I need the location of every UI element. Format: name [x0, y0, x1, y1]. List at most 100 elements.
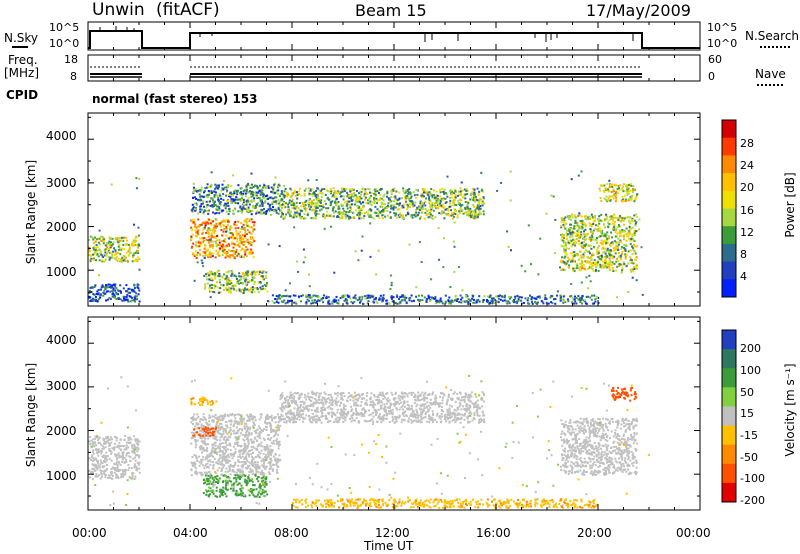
data-cell	[238, 234, 241, 237]
data-cell	[207, 254, 210, 257]
data-cell	[358, 209, 361, 212]
data-cell	[581, 295, 584, 298]
data-cell	[213, 203, 216, 206]
data-cell	[242, 241, 245, 243]
data-cell	[386, 204, 389, 207]
data-cell	[338, 213, 341, 215]
data-cell	[622, 230, 625, 233]
data-cell	[361, 295, 364, 298]
data-cell	[235, 289, 238, 292]
data-cell	[618, 189, 621, 192]
data-cell	[625, 198, 627, 201]
data-cell	[117, 245, 120, 248]
data-cell	[274, 457, 277, 460]
data-cell	[136, 246, 139, 248]
data-cell	[247, 281, 250, 284]
data-cell	[472, 301, 475, 304]
data-cell	[240, 211, 243, 214]
data-cell	[278, 184, 281, 187]
data-cell	[101, 239, 104, 242]
data-cell	[350, 203, 353, 206]
data-cell	[363, 193, 366, 196]
data-cell	[274, 421, 277, 424]
data-cell	[213, 432, 216, 435]
data-cell	[243, 226, 246, 229]
data-cell	[406, 203, 409, 206]
data-cell	[208, 246, 211, 249]
data-cell	[394, 206, 397, 209]
data-cell	[120, 258, 123, 261]
data-cell	[234, 202, 237, 204]
data-cell	[570, 223, 573, 226]
data-cell	[123, 297, 126, 300]
data-cell	[133, 259, 136, 262]
data-cell	[251, 194, 254, 197]
data-cell	[109, 290, 112, 293]
data-cell	[581, 245, 584, 248]
data-cell	[240, 282, 242, 284]
data-cell	[570, 214, 573, 217]
data-cell	[297, 295, 300, 298]
data-cell	[617, 185, 620, 187]
data-cell	[311, 203, 314, 206]
data-cell	[237, 198, 240, 201]
data-cell	[226, 252, 229, 254]
data-cell	[229, 449, 232, 452]
data-cell	[237, 202, 240, 205]
data-cell	[109, 298, 112, 300]
data-cell	[410, 300, 413, 303]
data-cell	[215, 461, 218, 464]
data-cell	[403, 299, 406, 302]
data-cell	[234, 227, 237, 230]
data-cell	[420, 194, 423, 197]
data-cell	[611, 186, 614, 188]
x-tick-label: 00:00	[676, 526, 711, 540]
data-cell	[131, 256, 134, 259]
data-cell	[297, 207, 300, 210]
data-cell	[213, 235, 216, 238]
data-cell	[305, 301, 308, 304]
data-cell	[275, 461, 278, 464]
data-cell	[460, 301, 463, 304]
data-cell	[594, 227, 597, 230]
data-cell	[214, 285, 217, 288]
data-cell	[545, 301, 548, 304]
data-cell	[100, 452, 103, 455]
data-cell	[300, 295, 303, 298]
data-cell	[218, 207, 221, 210]
data-cell	[133, 443, 135, 446]
data-cell	[601, 234, 604, 237]
data-cell	[431, 202, 434, 205]
data-cell	[306, 298, 309, 301]
data-cell	[203, 435, 206, 438]
data-cell	[563, 221, 566, 224]
data-cell	[379, 211, 382, 214]
data-cell	[239, 249, 242, 252]
data-cell	[88, 476, 91, 479]
data-cell	[569, 219, 572, 221]
data-cell	[109, 436, 112, 439]
data-cell	[563, 300, 566, 303]
data-cell	[220, 245, 223, 248]
data-cell	[596, 249, 598, 252]
data-cell	[119, 448, 122, 451]
data-cell	[464, 207, 467, 210]
data-cell	[369, 222, 372, 225]
data-cell	[369, 202, 372, 205]
data-cell	[96, 246, 99, 249]
data-cell	[133, 478, 136, 480]
data-cell	[237, 420, 240, 423]
data-cell	[212, 460, 214, 463]
data-cell	[366, 302, 369, 305]
data-cell	[88, 290, 91, 292]
data-cell	[269, 196, 272, 199]
data-cell	[256, 196, 259, 199]
data-cell	[233, 423, 236, 426]
data-cell	[248, 470, 251, 473]
data-cell	[245, 233, 248, 235]
data-cell	[315, 203, 318, 206]
data-cell	[196, 230, 199, 233]
data-cell	[621, 250, 624, 253]
data-cell	[195, 423, 198, 426]
data-cell	[281, 301, 284, 303]
